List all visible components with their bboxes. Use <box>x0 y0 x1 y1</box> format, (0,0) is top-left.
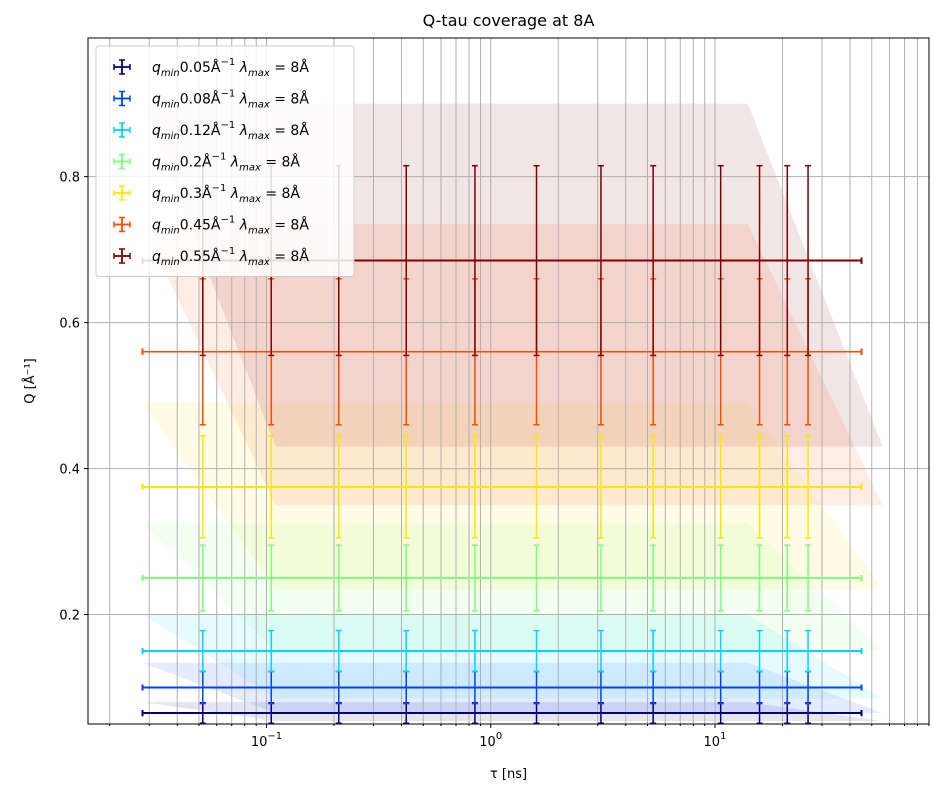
legend-label-0: qmin0.05Å−1 λmax = 8Å <box>152 57 309 79</box>
coverage-band-5 <box>142 224 883 506</box>
coverage-band-2 <box>142 614 883 699</box>
legend-label-2: qmin0.12Å−1 λmax = 8Å <box>152 120 309 142</box>
data-point-0-11 <box>141 702 863 725</box>
y-axis-title: Q [Å⁻¹] <box>22 358 38 403</box>
axis-ticks: 10−1 100 101 0.2 0.4 0.6 0.8 <box>59 171 930 750</box>
y-tick-label-1: 0.4 <box>59 463 80 478</box>
data-point-1-11 <box>141 670 863 705</box>
legend-entry-3: qmin0.2Å−1 λmax = 8Å <box>113 152 300 174</box>
legend-entry-0: qmin0.05Å−1 λmax = 8Å <box>113 57 309 79</box>
y-tick-label-3: 0.8 <box>59 171 80 186</box>
data-point-4-11 <box>141 434 863 539</box>
legend-label-1: qmin0.08Å−1 λmax = 8Å <box>152 89 309 111</box>
series-3 <box>141 544 863 612</box>
coverage-band-0 <box>142 702 883 722</box>
x-tick-label-0: 10−1 <box>251 731 282 750</box>
legend-entry-6: qmin0.55Å−1 λmax = 8Å <box>113 246 309 268</box>
x-tick-label-2: 101 <box>704 731 727 750</box>
y-tick-label-0: 0.2 <box>59 609 80 624</box>
y-tick-label-2: 0.6 <box>59 317 80 332</box>
legend-label-3: qmin0.2Å−1 λmax = 8Å <box>152 152 300 174</box>
data-point-3-11 <box>141 544 863 612</box>
coverage-band-4 <box>142 402 883 589</box>
series-0 <box>141 702 863 725</box>
legend-label-6: qmin0.55Å−1 λmax = 8Å <box>152 246 309 268</box>
series-4 <box>141 434 863 539</box>
legend-label-5: qmin0.45Å−1 λmax = 8Å <box>152 215 309 237</box>
x-axis-title: τ [ns] <box>490 767 527 782</box>
x-tick-label-1: 100 <box>479 731 502 750</box>
legend-entry-4: qmin0.3Å−1 λmax = 8Å <box>113 183 300 205</box>
legend: qmin0.05Å−1 λmax = 8Å qmin0.08Å−1 λmax = … <box>95 45 355 277</box>
legend-entry-2: qmin0.12Å−1 λmax = 8Å <box>113 120 309 142</box>
plot-frame <box>87 37 930 725</box>
legend-label-4: qmin0.3Å−1 λmax = 8Å <box>152 183 300 205</box>
coverage-bands <box>142 103 883 722</box>
legend-entry-5: qmin0.45Å−1 λmax = 8Å <box>113 215 309 237</box>
series-1 <box>141 670 863 705</box>
legend-box <box>95 45 355 277</box>
series-2 <box>141 629 863 673</box>
chart-title: Q-tau coverage at 8A <box>423 11 595 30</box>
data-point-2-11 <box>141 629 863 673</box>
coverage-band-3 <box>142 523 883 652</box>
legend-entry-1: qmin0.08Å−1 λmax = 8Å <box>113 89 309 111</box>
